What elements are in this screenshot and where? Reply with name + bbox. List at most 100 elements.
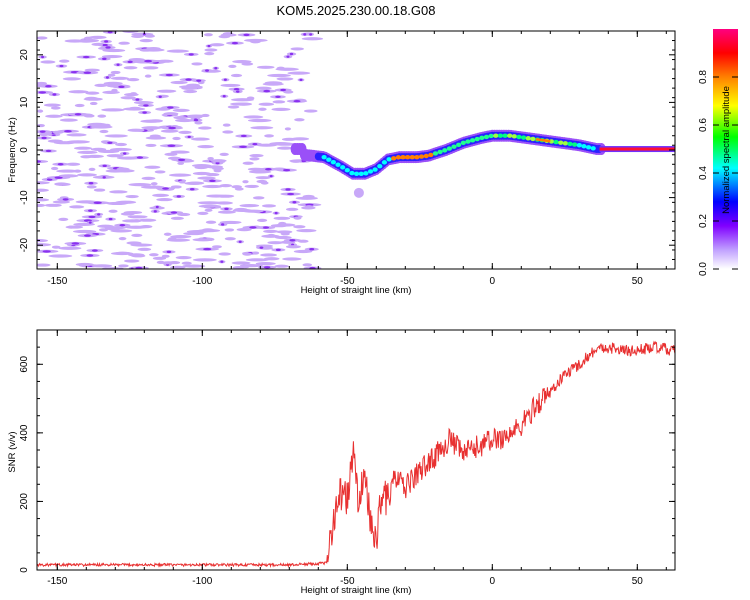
trace-core: [488, 133, 494, 139]
snr-x-tick-label: -150: [47, 576, 67, 587]
noise-blob: [156, 197, 173, 202]
snr-y-tick-label: 600: [19, 356, 30, 373]
noise-blob: [181, 261, 192, 265]
noise-blob: [301, 206, 316, 210]
noise-blob: [104, 134, 128, 138]
trace-segment: [396, 155, 417, 159]
noise-blob-core: [286, 55, 290, 58]
noise-blob: [37, 263, 51, 267]
noise-blob: [203, 33, 213, 37]
noise-blob: [224, 228, 235, 232]
noise-blob-core: [215, 161, 220, 165]
noise-blob: [156, 89, 177, 93]
noise-blob: [93, 188, 106, 192]
noise-blob: [110, 70, 121, 75]
noise-blob: [110, 76, 129, 80]
noise-blob: [139, 48, 153, 52]
noise-blob: [192, 258, 217, 262]
trace-core: [581, 144, 587, 149]
noise-blob: [87, 122, 107, 126]
noise-blob: [197, 201, 222, 205]
noise-blob: [267, 73, 291, 78]
noise-blob-core: [309, 248, 315, 251]
noise-blob: [257, 218, 268, 222]
noise-blob-core: [155, 205, 159, 209]
noise-blob: [255, 86, 272, 90]
spectrogram-y-label: Frequency (Hz): [7, 117, 18, 182]
noise-blob: [88, 35, 107, 40]
noise-blob: [290, 47, 304, 51]
noise-blob: [44, 203, 62, 207]
noise-blob: [132, 219, 142, 223]
noise-blob: [73, 169, 82, 173]
noise-blob: [183, 89, 198, 94]
noise-blob: [43, 103, 61, 107]
spectrogram-x-ticks: -150 -100 -50 0 50: [47, 31, 667, 287]
noise-blob: [58, 59, 70, 63]
noise-blob: [37, 36, 48, 40]
noise-blob-core: [240, 134, 247, 138]
trace-core: [525, 136, 531, 141]
noise-blob: [143, 66, 159, 70]
noise-blob: [164, 152, 178, 156]
noise-blob: [301, 37, 324, 41]
spectrogram-x-tick-label: -50: [340, 276, 355, 287]
noise-blob: [170, 216, 184, 220]
noise-blob: [242, 161, 254, 165]
noise-blob: [172, 108, 190, 113]
noise-blob: [75, 262, 94, 267]
noise-blob-core: [118, 85, 125, 89]
noise-blob: [131, 233, 143, 238]
noise-blob: [128, 106, 141, 110]
trace-core: [442, 148, 448, 153]
noise-blob: [127, 215, 148, 219]
noise-blob-core: [178, 158, 186, 162]
noise-blob-core: [285, 188, 291, 191]
noise-blob-core: [187, 135, 191, 139]
noise-blob: [67, 225, 74, 229]
spectrogram-x-tick-label: 0: [490, 276, 496, 287]
noise-blob: [217, 210, 236, 214]
noise-blob: [52, 200, 70, 204]
noise-blob: [37, 188, 49, 192]
noise-blob-core: [205, 69, 209, 72]
noise-blob: [219, 152, 229, 156]
trace-core: [530, 136, 536, 142]
noise-blob-core: [41, 136, 47, 140]
noise-blob: [256, 65, 275, 69]
noise-blob: [88, 167, 96, 171]
noise-blob: [109, 190, 128, 194]
noise-blob: [285, 245, 301, 249]
snr-y-label: SNR (v/v): [7, 431, 18, 472]
snr-x-tick-label: 0: [490, 576, 496, 587]
noise-blob: [98, 149, 120, 154]
trace-core: [511, 134, 517, 139]
noise-blob: [261, 204, 277, 208]
trace-tail: [599, 147, 675, 151]
noise-blob: [202, 184, 223, 189]
noise-blob: [258, 102, 275, 106]
trace-core: [553, 139, 559, 145]
noise-blob: [97, 224, 114, 228]
noise-blob-core: [224, 207, 229, 211]
noise-blob: [138, 218, 157, 222]
snr-y-tick-label: 0: [19, 567, 30, 573]
noise-blob-core: [57, 163, 64, 166]
noise-blob: [128, 182, 152, 187]
noise-blob-core: [108, 217, 113, 221]
noise-blob: [141, 126, 163, 130]
noise-blob-core: [262, 226, 270, 229]
noise-blob: [205, 172, 220, 177]
noise-blob-core: [102, 164, 107, 168]
spectrogram-y-tick-label: 20: [19, 49, 30, 61]
noise-blob-core: [222, 95, 226, 98]
noise-blob-core: [231, 41, 239, 45]
noise-blob-core: [299, 78, 303, 82]
noise-blob: [48, 254, 73, 258]
noise-blob: [166, 49, 189, 53]
noise-blob: [170, 80, 188, 85]
noise-blob: [98, 228, 109, 232]
noise-blob-core: [292, 201, 297, 204]
noise-blob-core: [239, 145, 247, 149]
noise-blob: [126, 78, 140, 82]
